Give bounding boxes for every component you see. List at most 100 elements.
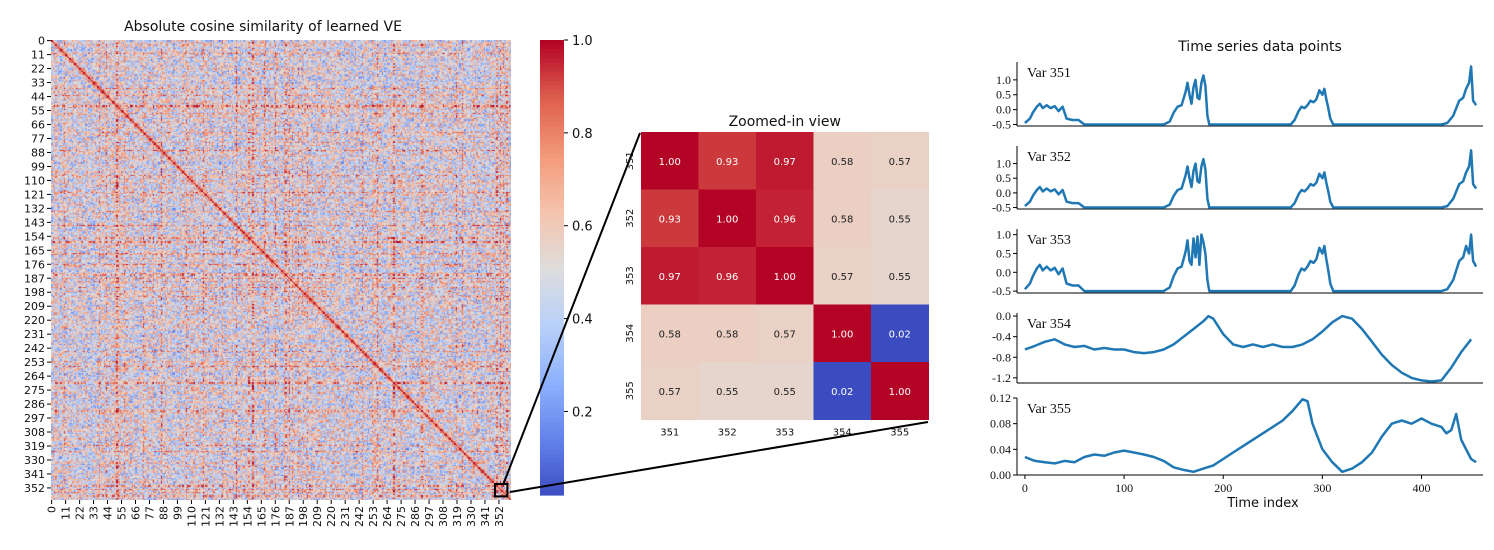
y-tick-label: 275: [24, 384, 45, 397]
zoom-title: Zoomed-in view: [729, 114, 841, 130]
time-series-panels: Time series data points-0.50.00.51.0 Var …: [990, 39, 1483, 511]
colorbar-segment: [540, 194, 564, 200]
colorbar-segment: [540, 40, 564, 46]
colorbar-segment: [540, 435, 564, 441]
colorbar-segment: [540, 244, 564, 250]
y-tick-label: 11: [31, 49, 45, 62]
y-tick-label: 110: [24, 174, 45, 187]
colorbar-segment: [540, 80, 564, 87]
zoom-cell: [698, 132, 757, 190]
y-tick-label: 0.5: [996, 88, 1011, 102]
zoom-cell: [641, 132, 699, 190]
colorbar-segment: [540, 262, 564, 269]
x-tick-label: 352: [493, 506, 506, 527]
x-tick-label: 286: [409, 506, 422, 527]
colorbar-segment: [540, 281, 564, 287]
zoom-cell: [871, 304, 929, 363]
colorbar-segment: [540, 108, 564, 114]
zoom-cell: [756, 304, 814, 363]
zoom-cell-value: 0.57: [831, 272, 853, 283]
colorbar-segment: [540, 199, 564, 205]
y-tick-label: 0.00: [990, 468, 1011, 482]
series-label: Var 352: [1027, 150, 1071, 165]
colorbar-segment: [540, 335, 564, 341]
zoom-cell-value: 0.55: [889, 214, 911, 225]
colorbar-segment: [540, 290, 564, 296]
x-tick-label: 330: [465, 506, 478, 527]
y-tick-label: 165: [24, 244, 45, 257]
colorbar-segment: [540, 454, 564, 460]
x-tick-label: 187: [283, 506, 296, 527]
timeseries-panel: 0.00 0.04 0.08 0.12 Var 355: [990, 391, 1483, 482]
colorbar-segment: [540, 367, 564, 373]
colorbar-segment: [540, 381, 564, 387]
zoom-cell-value: 1.00: [774, 272, 796, 283]
x-tick-label: 176: [269, 506, 282, 527]
y-tick-label: 44: [31, 91, 45, 104]
colorbar-segment: [540, 440, 564, 446]
colorbar-segment: [540, 322, 564, 328]
main-heatmap: Absolute cosine similarity of learned VE…: [24, 19, 511, 527]
x-tick-label: 55: [116, 506, 129, 520]
colorbar-segment: [540, 153, 564, 159]
timeseries-panel: -0.50.00.51.0 Var 351: [992, 62, 1483, 132]
zoom-y-label: 352: [625, 209, 636, 228]
zoom-cell-value: 1.00: [716, 214, 738, 225]
colorbar-segment: [540, 363, 564, 369]
x-tick-label: 99: [171, 506, 184, 520]
y-tick-label: 88: [31, 146, 45, 159]
zoom-region-box: [494, 483, 509, 498]
zoom-cell: [698, 189, 757, 248]
y-tick-label: 22: [31, 63, 45, 76]
zoom-cell: [756, 132, 814, 190]
colorbar-segment: [540, 49, 564, 55]
zoom-cell-value: 0.58: [659, 329, 681, 340]
y-tick-label: 330: [24, 454, 45, 467]
colorbar-segment: [540, 308, 564, 314]
series-line: [1024, 65, 1478, 126]
zoom-cell-value: 0.57: [659, 387, 681, 398]
zoom-cell-value: 1.00: [889, 387, 911, 398]
zoom-cell-value: 0.97: [774, 157, 796, 168]
colorbar-segment: [540, 144, 564, 150]
y-tick-label: 0.0: [996, 186, 1011, 200]
x-tick-label: 11: [60, 506, 73, 520]
zoom-cell: [871, 189, 929, 248]
colorbar-segment: [540, 162, 564, 168]
x-tick-label: 143: [227, 506, 240, 527]
x-tick-label: 22: [74, 506, 87, 520]
x-tick-label: 200: [1214, 481, 1232, 495]
zoom-y-label: 351: [625, 151, 636, 170]
zoom-cell: [813, 247, 872, 305]
colorbar-segment: [540, 158, 564, 164]
y-tick-label: -0.5: [992, 118, 1011, 132]
y-tick-label: 319: [24, 440, 45, 453]
timeseries-panel: -0.50.00.51.0 Var 352: [992, 146, 1483, 215]
zoom-x-label: 355: [890, 428, 909, 439]
x-tick-label: 275: [395, 506, 408, 527]
colorbar-segment: [540, 240, 564, 246]
x-tick-label: 198: [297, 506, 310, 527]
y-tick-label: 154: [24, 230, 45, 243]
colorbar-segment: [540, 149, 564, 155]
y-tick-label: 220: [24, 314, 45, 327]
zoom-cell: [756, 247, 814, 305]
zoom-x-label: 352: [718, 428, 737, 439]
zoom-cell: [756, 362, 814, 420]
y-tick-label: -1.2: [992, 371, 1011, 385]
colorbar-segment: [540, 226, 564, 232]
colorbar-segment: [540, 249, 564, 255]
colorbar-segment: [540, 385, 564, 391]
zoom-cell-value: 0.57: [774, 329, 796, 340]
y-tick-label: 0.0: [996, 309, 1011, 323]
colorbar-segment: [540, 294, 564, 300]
y-tick-label: 297: [24, 412, 45, 425]
zoom-cell: [871, 362, 929, 420]
zoom-cell: [813, 304, 872, 363]
colorbar-segment: [540, 103, 564, 109]
y-tick-label: 1.0: [996, 157, 1011, 171]
colorbar-segment: [540, 467, 564, 473]
colorbar-segment: [540, 112, 564, 118]
colorbar-segment: [540, 476, 564, 482]
colorbar-segment: [540, 399, 564, 405]
